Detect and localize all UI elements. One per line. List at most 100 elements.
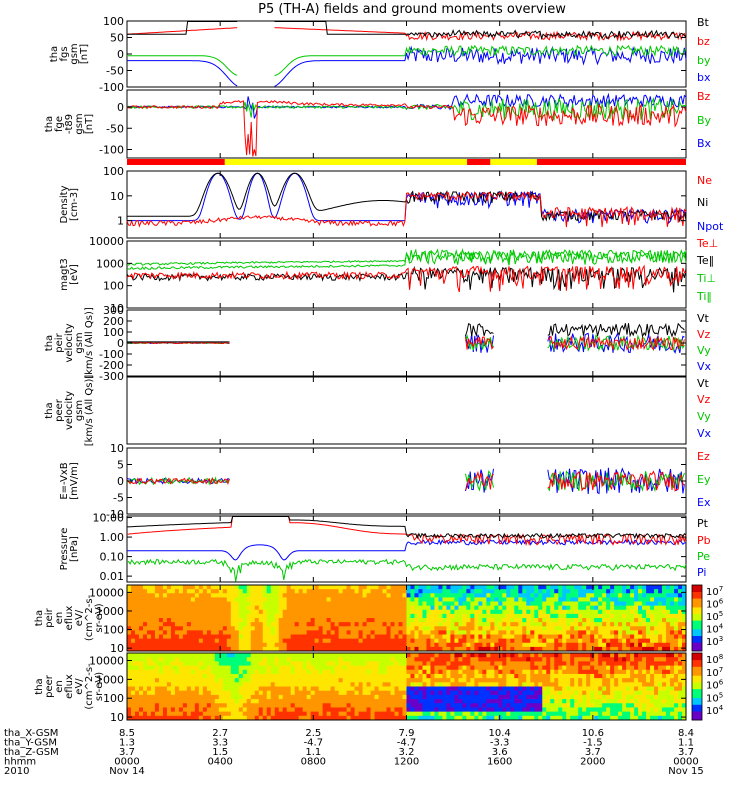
heatmap-cell	[430, 653, 435, 658]
y-axis-label-line: (cm^2-s-	[84, 594, 95, 641]
heatmap-cell	[170, 673, 176, 679]
heatmap-cell	[678, 673, 683, 679]
colorbar-tick-label: 108	[706, 653, 723, 666]
heatmap-cell	[514, 630, 519, 635]
heatmap-cell	[262, 653, 268, 658]
heatmap-cell	[314, 707, 320, 713]
heatmap-cell	[546, 690, 551, 696]
heatmap-cell	[610, 646, 615, 652]
heatmap-cell	[486, 622, 491, 627]
heatmap-cell	[662, 661, 667, 666]
heatmap-cell	[226, 609, 232, 615]
heatmap-cell	[478, 669, 483, 675]
heatmap-cell	[374, 711, 379, 717]
heatmap-cell	[170, 699, 176, 704]
heatmap-cell	[338, 601, 344, 607]
heatmap-cell	[590, 593, 595, 598]
heatmap-cell	[626, 646, 631, 652]
heatmap-cell	[398, 618, 403, 623]
heatmap-cell	[294, 715, 300, 721]
heatmap-cell	[634, 609, 639, 615]
heatmap-cell	[630, 601, 635, 607]
heatmap-cell	[434, 601, 439, 607]
heatmap-cell	[410, 589, 415, 594]
heatmap-cell	[494, 686, 499, 692]
heatmap-cell	[246, 609, 252, 615]
heatmap-cell	[598, 678, 603, 683]
heatmap-cell	[578, 690, 583, 696]
heatmap-cell	[294, 618, 300, 623]
heatmap-cell	[386, 715, 391, 721]
heatmap-cell	[242, 690, 248, 696]
heatmap-cell	[414, 626, 419, 631]
heatmap-cell	[542, 694, 547, 700]
heatmap-cell	[290, 715, 296, 721]
heatmap-cell	[190, 678, 196, 683]
heatmap-cell	[550, 669, 555, 675]
heatmap-cell	[650, 707, 655, 713]
heatmap-cell	[498, 669, 503, 675]
legend-entry-Pt: Pt	[697, 517, 709, 530]
heatmap-cell	[290, 630, 296, 635]
heatmap-cell	[262, 694, 268, 700]
series-line-Pt-0	[127, 516, 687, 540]
heatmap-cell	[586, 653, 591, 658]
heatmap-cell	[466, 597, 471, 602]
heatmap-cell	[394, 609, 399, 615]
heatmap-cell	[682, 618, 687, 623]
heatmap-cell	[174, 593, 180, 598]
heatmap-cell	[442, 703, 447, 708]
heatmap-cell	[430, 605, 435, 611]
heatmap-cell	[650, 585, 655, 590]
heatmap-cell	[370, 690, 375, 696]
heatmap-cell	[342, 690, 347, 696]
heatmap-cell	[234, 690, 240, 696]
heatmap-cell	[606, 669, 611, 675]
heatmap-cell	[290, 626, 296, 631]
heatmap-cell	[127, 646, 132, 652]
heatmap-cell	[566, 618, 571, 623]
heatmap-cell	[466, 593, 471, 598]
heatmap-cell	[622, 597, 627, 602]
heatmap-cell	[374, 630, 379, 635]
heatmap-cell	[510, 673, 515, 679]
heatmap-cell	[482, 642, 487, 648]
heatmap-cell	[566, 626, 571, 631]
heatmap-cell	[430, 642, 435, 648]
heatmap-cell	[546, 715, 551, 721]
heatmap-cell	[358, 703, 363, 708]
heatmap-cell	[238, 609, 244, 615]
heatmap-cell	[154, 653, 160, 658]
heatmap-cell	[354, 585, 359, 590]
heatmap-cell	[562, 589, 567, 594]
heatmap-cell	[298, 707, 304, 713]
colorbar-tick-label: 103	[706, 635, 723, 648]
heatmap-cell	[490, 707, 495, 713]
heatmap-cell	[430, 669, 435, 675]
heatmap-cell	[470, 711, 475, 717]
heatmap-cell	[406, 715, 411, 721]
heatmap-cell	[462, 699, 467, 704]
heatmap-cell	[586, 618, 591, 623]
heatmap-cell	[278, 682, 284, 687]
heatmap-cell	[658, 597, 663, 602]
heatmap-cell	[638, 638, 643, 644]
heatmap-cell	[542, 626, 547, 631]
heatmap-cell	[322, 634, 328, 640]
heatmap-cell	[282, 653, 288, 658]
heatmap-cell	[406, 601, 411, 607]
heatmap-cell	[566, 601, 571, 607]
heatmap-cell	[278, 703, 284, 708]
heatmap-cell	[474, 646, 479, 652]
heatmap-cell	[618, 642, 623, 648]
heatmap-cell	[154, 678, 160, 683]
heatmap-cell	[678, 630, 683, 635]
heatmap-cell	[154, 661, 160, 666]
heatmap-cell	[382, 678, 387, 683]
heatmap-cell	[386, 678, 391, 683]
heatmap-cell	[214, 715, 220, 721]
heatmap-cell	[494, 657, 499, 662]
heatmap-cell	[662, 707, 667, 713]
